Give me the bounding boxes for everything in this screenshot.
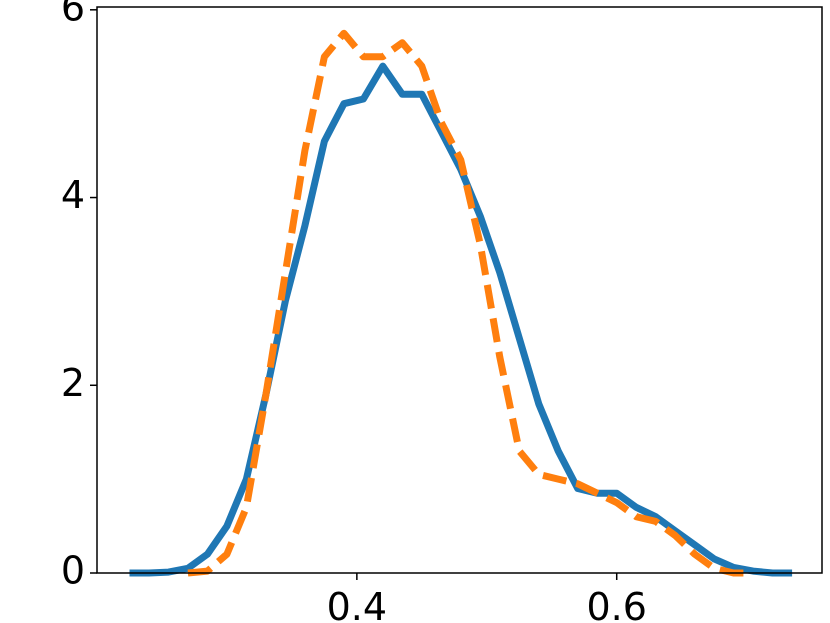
series-line — [187, 29, 754, 577]
y-tick-label: 0 — [61, 549, 85, 593]
y-tick-label: 2 — [61, 361, 85, 405]
y-tick-label: 6 — [61, 0, 85, 29]
y-tick-label: 4 — [61, 173, 85, 217]
plot-frame — [96, 6, 823, 574]
x-tick-label: 0.4 — [327, 585, 387, 623]
series-line — [129, 62, 793, 577]
x-tick-label: 0.6 — [586, 585, 646, 623]
